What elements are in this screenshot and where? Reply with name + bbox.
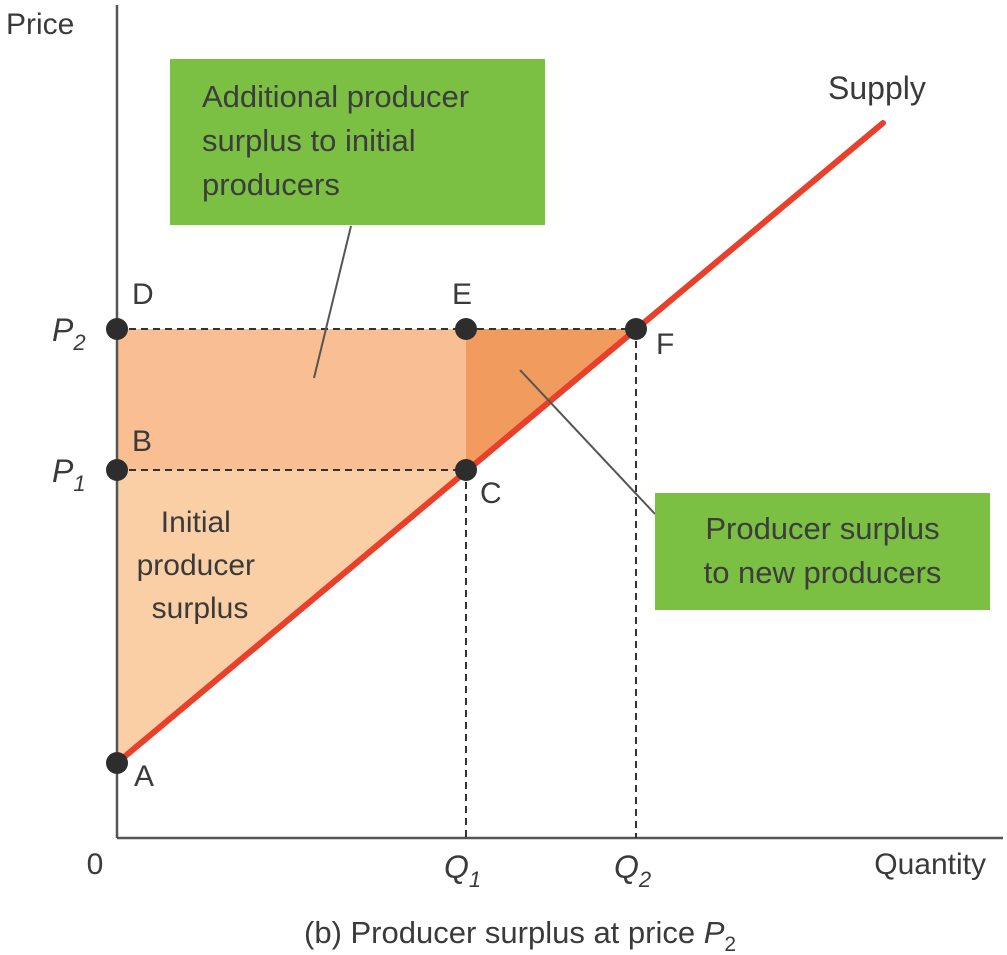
point-d-label: D [132,278,154,311]
callout-line: to new producers [703,555,942,590]
y-axis-label: Price [6,8,74,41]
q2-label: Q2 [614,849,651,892]
figure-caption: (b) Producer surplus at price P2 [304,915,736,955]
point-e-label: E [452,278,472,311]
point-a-label: A [134,760,154,793]
initial-surplus-label: Initial producer surplus [137,506,264,625]
callout-line: producers [202,167,340,202]
point-c [455,459,477,481]
q1-label: Q1 [444,849,481,892]
additional-surplus-callout: Additional producer surplus to initial p… [170,59,545,225]
new-producers-callout: Producer surplus to new producers [655,493,990,610]
callout-line: Producer surplus [705,511,940,546]
point-e [455,318,477,340]
supply-curve [114,120,886,766]
point-d [106,318,128,340]
point-b [106,459,128,481]
additional-callout-pointer [313,225,352,379]
p1-label: P1 [52,453,86,496]
point-b-label: B [132,425,152,458]
callout-line: Additional producer [202,79,470,114]
point-f-label: F [656,328,674,361]
x-axis-label: Quantity [874,848,986,881]
callout-line: surplus to initial [202,123,416,158]
p2-label: P2 [52,312,86,355]
point-c-label: C [480,477,502,510]
additional-surplus-area [117,329,466,470]
point-a [106,752,128,774]
origin-label: 0 [87,848,104,881]
new-producers-callout-pointer [519,369,656,515]
point-f [625,318,647,340]
supply-label: Supply [828,70,926,106]
